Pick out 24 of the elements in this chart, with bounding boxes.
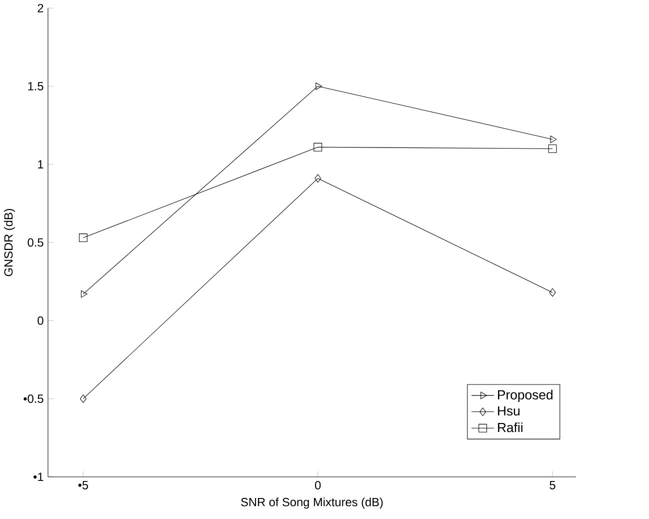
point [548,144,557,153]
y-tick-label: •1 [34,472,44,481]
y-tick-label: 0.5 [28,238,44,247]
y-tick-label: 2 [38,4,44,12]
point [550,136,557,144]
x-axis-title: SNR of Song Mixtures (dB) [241,498,383,509]
point [314,174,322,183]
point [549,288,556,297]
y-tick-label: 1.5 [28,82,44,90]
x-tick-label: 0 [315,481,321,490]
point [316,82,322,90]
point [314,142,322,152]
legend-label: Proposed [498,390,552,402]
point [80,394,86,403]
y-tick-label: 0 [38,316,44,325]
y-axis-title: GNSDR (dB) [4,208,15,276]
y-tick-label: •0.5 [24,394,44,403]
x-tick-label: 5 [550,481,556,490]
x-tick-label: •5 [78,481,88,490]
point [78,234,88,242]
legend-label: Rafii [498,422,522,432]
point [80,290,88,298]
y-tick-label: 1 [38,160,44,168]
legend-label: Hsu [498,406,520,416]
